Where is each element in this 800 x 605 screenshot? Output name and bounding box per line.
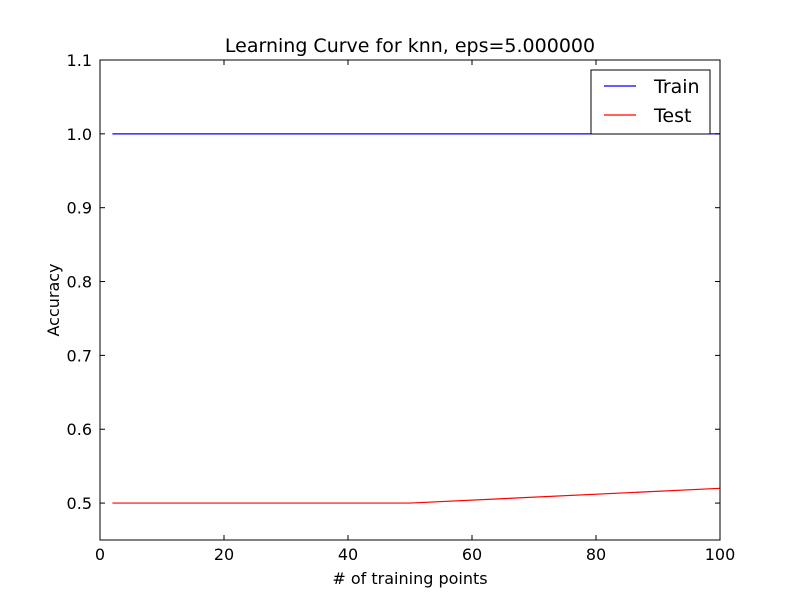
y-tick-label: 0.7 xyxy=(67,346,92,365)
legend-train-label: Train xyxy=(653,76,700,98)
x-tick-label: 60 xyxy=(462,545,482,564)
x-tick-label: 20 xyxy=(214,545,234,564)
legend: Train Test xyxy=(590,69,711,135)
y-axis-label: Accuracy xyxy=(44,263,63,336)
x-tick-label: 100 xyxy=(705,545,736,564)
x-tick-label: 80 xyxy=(586,545,606,564)
x-tick-label: 40 xyxy=(338,545,358,564)
x-axis-label: # of training points xyxy=(332,569,487,588)
y-tick-label: 1.1 xyxy=(67,51,92,70)
y-tick-label: 0.9 xyxy=(67,199,92,218)
y-tick-label: 1.0 xyxy=(67,125,92,144)
x-tick-label: 0 xyxy=(95,545,105,564)
chart-title: Learning Curve for knn, eps=5.000000 xyxy=(225,35,595,57)
ticks-layer: 0 20 40 60 80 100 0.5 0.6 0.7 0.8 0.9 1.0 1.1 xyxy=(67,51,736,564)
legend-box xyxy=(590,69,711,135)
series-line-test xyxy=(112,487,721,504)
y-tick-label: 0.6 xyxy=(67,420,92,439)
plot-frame xyxy=(99,59,721,541)
plot-area xyxy=(100,60,720,540)
legend-test-label: Test xyxy=(653,105,691,127)
y-tick-label: 0.8 xyxy=(67,273,92,292)
y-tick-label: 0.5 xyxy=(67,494,92,513)
